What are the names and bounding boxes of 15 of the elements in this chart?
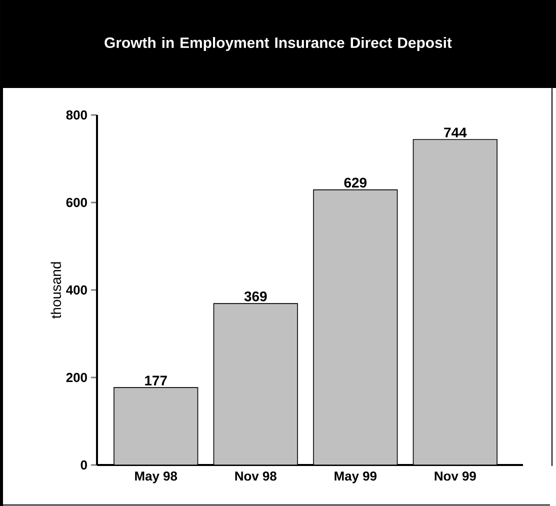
data-label: 369 [244, 291, 267, 302]
y-axis-title: thousand [50, 262, 62, 318]
x-tick-label: Nov 98 [235, 472, 276, 481]
x-tick-label: May 99 [334, 472, 376, 484]
y-tick-label: 0 [80, 460, 87, 470]
y-tick-label: 600 [66, 198, 87, 208]
data-label: 177 [145, 376, 167, 386]
x-tick-label: May 98 [135, 472, 178, 484]
y-tick-label: 800 [66, 110, 87, 120]
data-label: 629 [344, 178, 367, 188]
chart-title: Growth in Employment Insurance Direct Deposit [104, 37, 452, 51]
y-tick-label: 400 [66, 285, 87, 295]
data-label: 744 [444, 128, 467, 138]
x-tick-label: Nov 99 [434, 472, 476, 481]
y-tick-label: 200 [66, 372, 87, 382]
